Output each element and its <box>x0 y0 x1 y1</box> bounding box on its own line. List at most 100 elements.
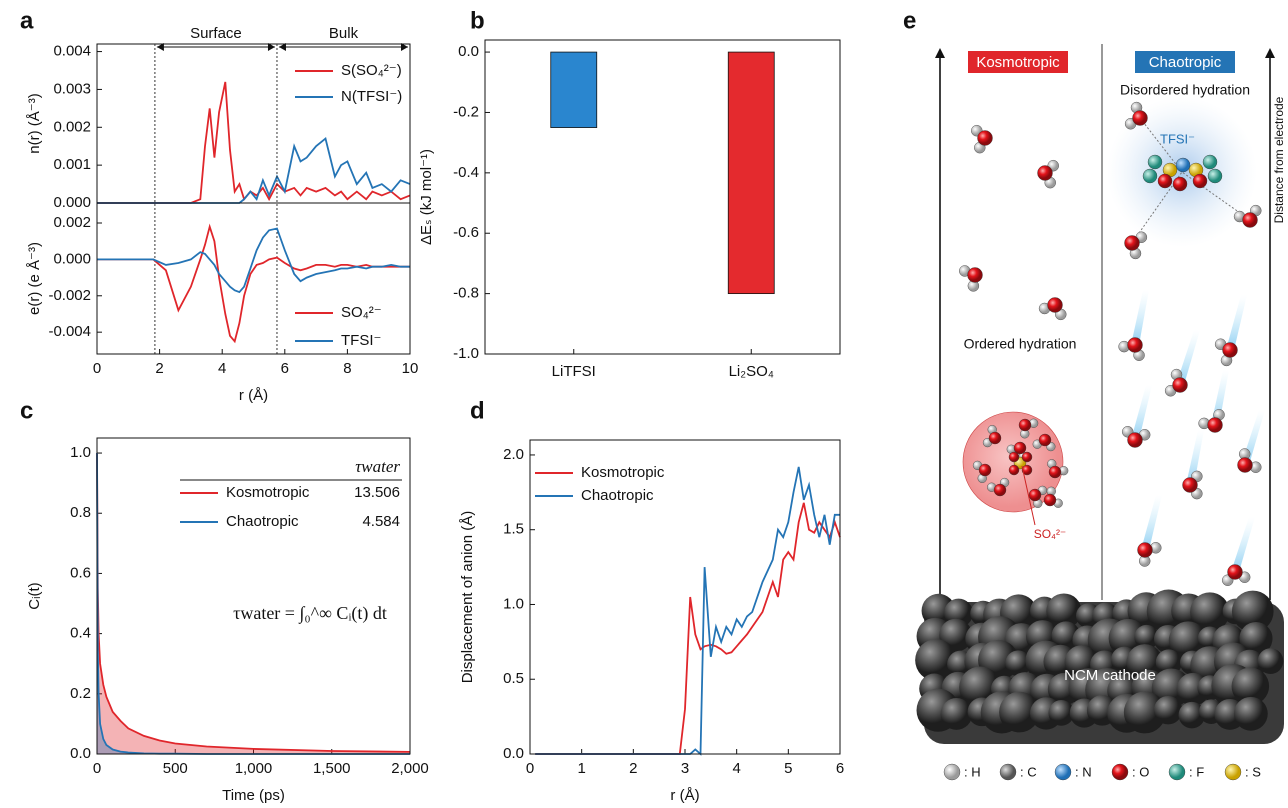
y-tick-label: 1.0 <box>70 444 91 461</box>
legend-tau: 13.506 <box>354 484 400 501</box>
atom <box>1243 213 1258 228</box>
y-tick-label: -0.002 <box>48 287 91 304</box>
y-tick-label: -0.004 <box>48 323 91 340</box>
atom <box>1208 418 1223 433</box>
atom <box>994 484 1006 496</box>
atom <box>979 464 991 476</box>
atom <box>1125 236 1140 251</box>
y-tick-label: 0.003 <box>53 80 91 97</box>
atom <box>1148 155 1162 169</box>
x-tick-label: 6 <box>836 760 844 777</box>
y-tick-label: 0.0 <box>70 745 91 762</box>
span-label: Bulk <box>329 25 359 42</box>
line <box>535 467 840 754</box>
atom <box>1009 452 1019 462</box>
atom <box>989 432 1001 444</box>
atom <box>1039 434 1051 446</box>
y-tick-label: 0.000 <box>53 194 91 211</box>
y-tick-label: 0.6 <box>70 564 91 581</box>
atom <box>1169 764 1185 780</box>
span-label: Surface <box>190 25 242 42</box>
particle <box>1234 697 1268 731</box>
atom <box>1173 378 1188 393</box>
motion-streak <box>1131 290 1149 345</box>
x-tick-label: 1 <box>577 760 585 777</box>
ordered-label: Ordered hydration <box>964 336 1077 352</box>
y-axis-label: Cᵢ(t) <box>26 582 43 609</box>
atom-legend-label: : F <box>1189 764 1204 779</box>
y-tick-label: -0.6 <box>453 224 479 241</box>
atom-legend-label: : S <box>1245 764 1261 779</box>
atom <box>1128 433 1143 448</box>
line <box>535 503 840 754</box>
frame <box>485 40 840 354</box>
atom <box>1112 764 1128 780</box>
panel-letter: d <box>470 397 485 424</box>
x-tick-label: 2,000 <box>391 760 429 777</box>
legend-label: TFSI⁻ <box>341 332 381 349</box>
atom <box>1009 465 1019 475</box>
atom <box>978 131 993 146</box>
bar <box>551 52 597 127</box>
x-tick-label: 2 <box>629 760 637 777</box>
atom <box>1138 543 1153 558</box>
x-axis-label: r (Å) <box>239 387 268 404</box>
atom <box>1049 466 1061 478</box>
atom <box>944 764 960 780</box>
atom <box>1038 166 1053 181</box>
motion-streak <box>1141 495 1162 550</box>
x-tick-label: 1,500 <box>313 760 351 777</box>
legend-label: Chaotropic <box>226 513 299 530</box>
y-tick-label: 0.002 <box>53 118 91 135</box>
y-axis-label: e(r) (e Å⁻³) <box>26 242 43 315</box>
x-tick-label: 0 <box>93 360 101 377</box>
x-tick-label: 5 <box>784 760 792 777</box>
atom-legend-label: : H <box>964 764 981 779</box>
y-tick-label: 0.5 <box>503 670 524 687</box>
arrow-head <box>935 48 945 58</box>
panel-letter: c <box>20 397 33 424</box>
atom <box>1022 452 1032 462</box>
particle <box>1154 696 1182 724</box>
bar <box>728 52 774 294</box>
formula: τwater = ∫₀^∞ Cᵢ(t) dt <box>233 603 387 624</box>
panel-letter: e <box>903 7 916 34</box>
y-tick-label: 0.8 <box>70 504 91 521</box>
x-tick-label: 4 <box>218 360 226 377</box>
motion-streak <box>1231 517 1255 572</box>
legend-label: Kosmotropic <box>581 464 665 481</box>
atom-legend-label: : C <box>1020 764 1037 779</box>
x-tick-label: Li₂SO₄ <box>729 363 774 380</box>
atom <box>1048 298 1063 313</box>
motion-streak <box>1226 295 1247 350</box>
x-tick-label: 10 <box>402 360 419 377</box>
axis-label: Distance from electrode <box>1272 96 1286 223</box>
atom <box>1238 458 1253 473</box>
atom-legend-label: : N <box>1075 764 1092 779</box>
x-tick-label: 0 <box>93 760 101 777</box>
x-tick-label: 1,000 <box>235 760 273 777</box>
atom <box>1203 155 1217 169</box>
legend-label: Chaotropic <box>581 487 654 504</box>
line <box>97 227 410 342</box>
y-tick-label: -0.2 <box>453 103 479 120</box>
chart: -0.004-0.0020.0000.0020246810e(r) (e Å⁻³… <box>26 203 418 404</box>
atom <box>1173 177 1187 191</box>
schematic: e Kosmotropic Chaotropic Disordered hydr… <box>903 7 1286 780</box>
y-tick-label: -1.0 <box>453 345 479 362</box>
y-axis-label: n(r) (Å⁻³) <box>26 93 43 153</box>
atom <box>1208 169 1222 183</box>
x-axis-label: r (Å) <box>670 787 699 804</box>
legend-label: Kosmotropic <box>226 484 310 501</box>
panel-letter: b <box>470 7 485 34</box>
x-tick-label: 3 <box>681 760 689 777</box>
figure: e Kosmotropic Chaotropic Disordered hydr… <box>0 0 1288 808</box>
y-tick-label: -0.8 <box>453 285 479 302</box>
atom <box>1193 174 1207 188</box>
y-tick-label: 1.5 <box>503 521 524 538</box>
disordered-label: Disordered hydration <box>1120 82 1250 98</box>
atom <box>1225 764 1241 780</box>
y-tick-label: 2.0 <box>503 446 524 463</box>
